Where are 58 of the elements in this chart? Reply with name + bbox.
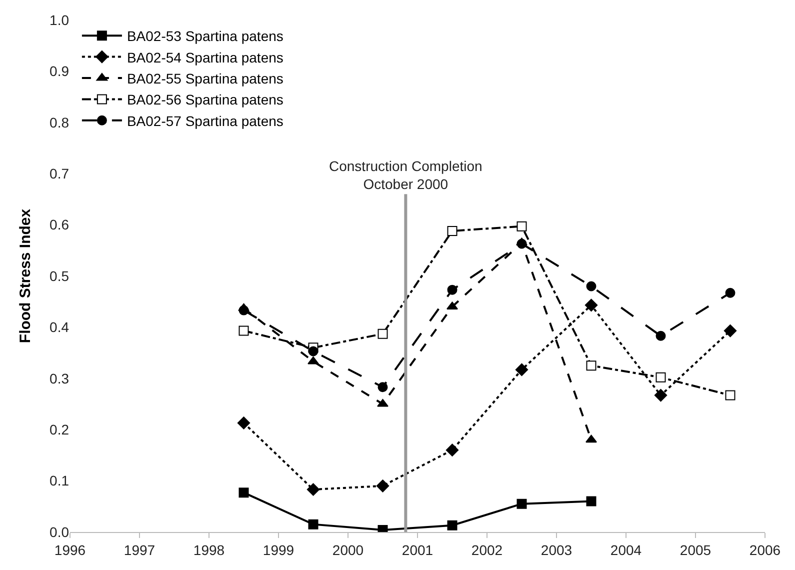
- point: [586, 434, 597, 443]
- y-tick-label: 0.4: [50, 319, 70, 336]
- point: [516, 498, 527, 509]
- y-axis-title: Flood Stress Index: [16, 208, 34, 344]
- point: [725, 390, 736, 400]
- y-tick-label: 0.6: [50, 216, 70, 233]
- x-tick-label: 1998: [193, 542, 225, 558]
- point: [446, 444, 459, 456]
- point: [516, 221, 527, 232]
- point: [584, 298, 598, 312]
- point: [656, 372, 666, 382]
- y-tick-label: 1.0: [50, 12, 70, 28]
- point: [237, 416, 250, 430]
- x-tick-label: 2002: [471, 542, 503, 558]
- x-tick-label: 1996: [54, 542, 86, 558]
- y-tick-label: 0.8: [50, 114, 70, 130]
- point: [238, 488, 249, 498]
- point: [238, 305, 249, 316]
- y-tick-label: 0.7: [50, 166, 70, 182]
- point: [447, 520, 458, 530]
- x-tick-label: 2001: [402, 542, 434, 558]
- point: [656, 330, 666, 341]
- point: [516, 238, 527, 249]
- point: [238, 326, 249, 336]
- point: [376, 480, 390, 492]
- point: [654, 388, 668, 402]
- point: [447, 284, 458, 295]
- x-tick-label: 2003: [540, 542, 572, 558]
- point: [378, 328, 388, 339]
- point: [724, 324, 737, 338]
- x-tick-label: 2006: [749, 542, 781, 558]
- point: [725, 288, 736, 298]
- legend-label: BA02-56 Spartina patens: [126, 92, 284, 108]
- x-tick-label: 1999: [262, 542, 294, 558]
- point: [308, 519, 318, 530]
- x-tick-label: 2005: [680, 542, 712, 558]
- legend-label: BA02-57 Spartina patens: [126, 112, 284, 129]
- point: [586, 496, 596, 506]
- y-tick-label: 0.1: [50, 472, 70, 489]
- x-tick-label: 2000: [332, 542, 364, 558]
- point: [308, 346, 318, 356]
- point: [515, 363, 528, 376]
- y-tick-label: 0.9: [50, 63, 70, 80]
- legend-label: BA02-54 Spartina patens: [126, 49, 284, 66]
- point: [447, 226, 458, 236]
- point: [378, 382, 388, 392]
- y-tick-label: 0.3: [50, 370, 70, 386]
- legend-label: BA02-55 Spartina patens: [126, 70, 284, 86]
- x-tick-label: 2004: [610, 542, 642, 558]
- legend-label: BA02-53 Spartina patens: [126, 28, 284, 44]
- x-tick-label: 1997: [124, 542, 156, 558]
- y-tick-label: 0.2: [50, 422, 70, 438]
- point: [586, 281, 596, 292]
- point: [306, 483, 320, 496]
- y-tick-label: 0.0: [50, 524, 70, 540]
- y-tick-label: 0.5: [50, 268, 70, 284]
- ref-line-label: Construction Completion October 2000: [329, 158, 482, 192]
- point: [586, 360, 596, 371]
